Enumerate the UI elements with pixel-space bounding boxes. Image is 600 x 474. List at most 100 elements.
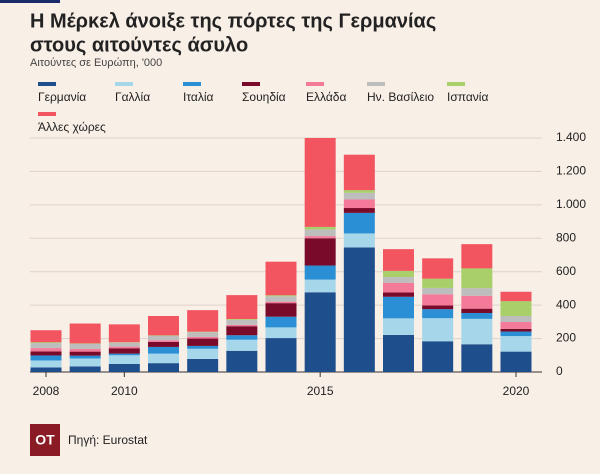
y-tick-label: 0 (556, 364, 563, 378)
bar-segment (343, 154, 375, 191)
bar-segment (148, 340, 179, 342)
y-tick-label: 1.200 (556, 164, 586, 178)
bar-segment (383, 292, 414, 297)
bar-segment (187, 331, 219, 333)
bar-segment (304, 138, 336, 227)
bar-segment (187, 345, 219, 349)
bar-segment (422, 294, 454, 306)
bar-segment (148, 353, 179, 364)
bar-segment (500, 322, 532, 329)
legend-label: Γερμανία (38, 90, 86, 104)
legend-label: Σουηδία (242, 90, 286, 104)
bar-segment (422, 318, 454, 342)
bar-segment (226, 339, 258, 351)
bar-segment (461, 288, 493, 296)
bar-segment (187, 332, 219, 337)
bar-segment (148, 316, 179, 336)
bar-segment (343, 192, 375, 200)
bar-segment (30, 342, 62, 344)
legend-label: Ην. Βασίλειο (367, 90, 434, 104)
bar-segment (30, 367, 62, 372)
bar-segment (265, 295, 297, 297)
bar-segment (304, 279, 336, 293)
accent-bar (0, 0, 60, 3)
bar-segment (265, 303, 297, 317)
logo-box (30, 424, 60, 456)
bar-segment (343, 247, 375, 372)
bar-segment (69, 348, 101, 352)
x-tick-label: 2020 (503, 384, 530, 398)
bar-segment (461, 268, 493, 289)
bar-segment (500, 291, 532, 302)
bar-segment (422, 341, 454, 372)
legend-label: Γαλλία (115, 90, 150, 104)
bar-segment (108, 348, 140, 354)
bar-segment (422, 309, 454, 319)
bar-segment (383, 277, 414, 283)
bar-segment (383, 249, 414, 271)
bar-segment (265, 327, 297, 339)
bar-segment (500, 301, 532, 317)
bar-segment (69, 358, 101, 367)
bar-segment (108, 363, 140, 372)
bar-segment (265, 301, 297, 304)
bar-segment (265, 296, 297, 302)
bar-segment (343, 190, 375, 193)
legend-marker (183, 82, 201, 86)
x-tick-label: 2010 (111, 384, 138, 398)
bar-segment (226, 319, 258, 325)
bar-segment (108, 342, 140, 343)
bar-segment (383, 318, 414, 335)
bar-segment (30, 343, 62, 349)
y-tick-label: 1.400 (556, 130, 586, 144)
legend-label: Ελλάδα (306, 90, 346, 104)
bar-segment (30, 355, 62, 361)
x-tick-label: 2008 (33, 384, 60, 398)
y-tick-label: 1.000 (556, 197, 586, 211)
bar-segment (69, 351, 101, 356)
logo: OT (35, 432, 55, 448)
bar-segment (108, 342, 140, 347)
bar-segment (343, 233, 375, 248)
bar-segment (30, 360, 62, 368)
y-tick-label: 600 (556, 264, 576, 278)
bar-segment (265, 261, 297, 296)
legend-label: Ισπανία (447, 90, 488, 104)
legend-marker (38, 82, 56, 86)
legend-marker (306, 82, 324, 86)
bar-segment (383, 296, 414, 319)
chart-title: στους αιτούντες άσυλο (30, 34, 248, 56)
bar-segment (69, 355, 101, 359)
bar-segment (422, 278, 454, 288)
bar-segment (69, 366, 101, 372)
bar-segment (226, 319, 258, 320)
bar-segment (108, 355, 140, 364)
source: Πηγή: Eurostat (68, 433, 148, 447)
legend-label: Άλλες χώρες (38, 120, 106, 134)
bar-segment (383, 282, 414, 293)
bar-segment (69, 323, 101, 344)
bar-segment (108, 324, 140, 343)
x-tick-label: 2015 (307, 384, 334, 398)
bar-segment (304, 265, 336, 280)
bar-segment (108, 353, 140, 356)
bar-segment (383, 334, 414, 372)
bar-segment (226, 326, 258, 336)
bar-segment (69, 343, 101, 344)
bar-segment (304, 229, 336, 237)
legend-marker (38, 112, 56, 116)
bar-segment (343, 208, 375, 213)
bar-segment (187, 348, 219, 359)
legend-marker (367, 82, 385, 86)
chart-title: Η Μέρκελ άνοιξε της πόρτες της Γερμανίας (30, 10, 436, 32)
bar-segment (187, 310, 219, 332)
bar-segment (187, 358, 219, 372)
legend-marker (115, 82, 133, 86)
bar-segment (500, 351, 532, 372)
bar-segment (148, 341, 179, 347)
bar-segment (226, 295, 258, 320)
bar-segment (108, 346, 140, 349)
legend-marker (447, 82, 465, 86)
y-tick-label: 200 (556, 331, 576, 345)
